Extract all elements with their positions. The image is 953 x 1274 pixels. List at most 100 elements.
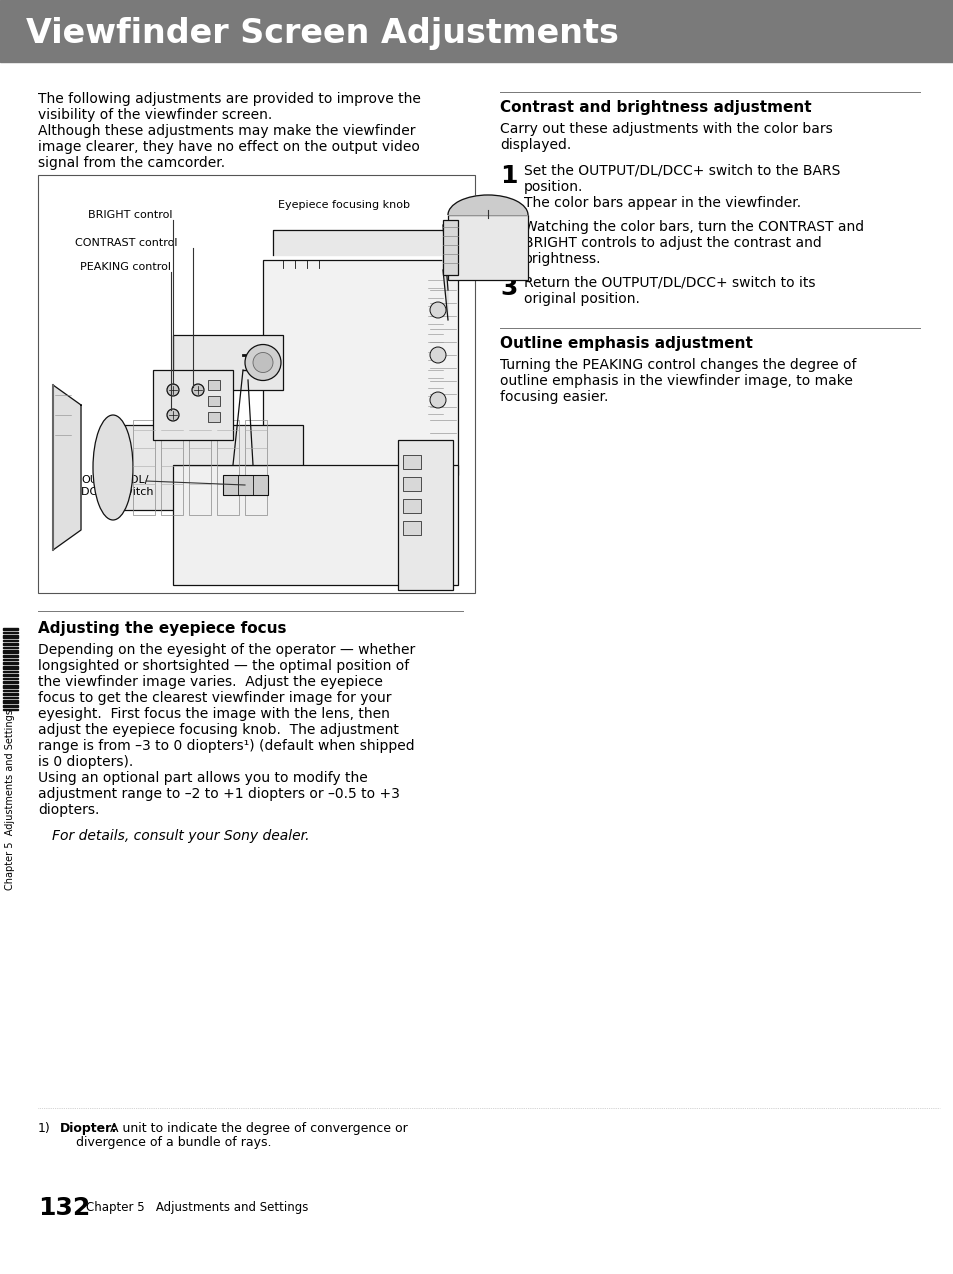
Text: Eyepiece focusing knob: Eyepiece focusing knob xyxy=(277,200,410,210)
Bar xyxy=(223,475,268,496)
Bar xyxy=(152,369,233,440)
Polygon shape xyxy=(3,685,18,688)
Text: Turning the PEAKING control changes the degree of: Turning the PEAKING control changes the … xyxy=(499,358,856,372)
Bar xyxy=(208,396,220,406)
Text: DCC+ switch: DCC+ switch xyxy=(81,487,153,497)
Ellipse shape xyxy=(92,415,132,520)
Text: visibility of the viewfinder screen.: visibility of the viewfinder screen. xyxy=(38,108,272,122)
Text: 1: 1 xyxy=(499,164,517,189)
Text: BRIGHT control: BRIGHT control xyxy=(88,210,172,220)
Text: Return the OUTPUT/DL/DCC+ switch to its: Return the OUTPUT/DL/DCC+ switch to its xyxy=(523,276,815,290)
Polygon shape xyxy=(442,225,448,320)
Polygon shape xyxy=(3,628,18,631)
Text: OUTPUT/DL/: OUTPUT/DL/ xyxy=(81,475,149,485)
Bar xyxy=(208,380,220,390)
Bar xyxy=(0,0,953,62)
Text: outline emphasis in the viewfinder image, to make: outline emphasis in the viewfinder image… xyxy=(499,375,852,389)
Polygon shape xyxy=(3,666,18,669)
Circle shape xyxy=(430,392,446,408)
Text: The color bars appear in the viewfinder.: The color bars appear in the viewfinder. xyxy=(523,196,801,210)
Text: BRIGHT controls to adjust the contrast and: BRIGHT controls to adjust the contrast a… xyxy=(523,236,821,250)
Text: range is from –3 to 0 diopters¹) (default when shipped: range is from –3 to 0 diopters¹) (defaul… xyxy=(38,739,415,753)
Polygon shape xyxy=(3,705,18,707)
Text: PEAKING control: PEAKING control xyxy=(80,262,171,273)
Text: focusing easier.: focusing easier. xyxy=(499,390,608,404)
Circle shape xyxy=(253,353,273,372)
Bar xyxy=(172,465,457,585)
Text: Depending on the eyesight of the operator — whether: Depending on the eyesight of the operato… xyxy=(38,643,415,657)
Polygon shape xyxy=(3,650,18,654)
Text: Adjusting the eyepiece focus: Adjusting the eyepiece focus xyxy=(38,620,286,636)
Polygon shape xyxy=(3,655,18,657)
Polygon shape xyxy=(3,643,18,645)
Bar xyxy=(112,426,303,510)
Text: Contrast and brightness adjustment: Contrast and brightness adjustment xyxy=(499,99,811,115)
Text: A unit to indicate the degree of convergence or: A unit to indicate the degree of converg… xyxy=(106,1122,407,1135)
Text: diopters.: diopters. xyxy=(38,803,99,817)
Bar xyxy=(402,476,420,490)
Bar xyxy=(245,420,267,515)
Circle shape xyxy=(167,409,179,420)
Text: is 0 diopters).: is 0 diopters). xyxy=(38,755,133,769)
Circle shape xyxy=(192,383,204,396)
Polygon shape xyxy=(3,693,18,696)
Bar xyxy=(402,499,420,513)
Circle shape xyxy=(430,302,446,318)
Text: Chapter 5  Adjustments and Settings: Chapter 5 Adjustments and Settings xyxy=(5,710,15,891)
Text: The following adjustments are provided to improve the: The following adjustments are provided t… xyxy=(38,92,420,106)
Text: adjust the eyepiece focusing knob.  The adjustment: adjust the eyepiece focusing knob. The a… xyxy=(38,724,398,736)
Bar xyxy=(402,455,420,469)
Bar xyxy=(448,215,527,280)
Text: Diopter:: Diopter: xyxy=(60,1122,117,1135)
Polygon shape xyxy=(243,355,263,369)
Bar xyxy=(397,440,453,590)
Bar xyxy=(402,521,420,535)
Polygon shape xyxy=(448,195,527,215)
Text: 132: 132 xyxy=(38,1196,91,1220)
Text: longsighted or shortsighted — the optimal position of: longsighted or shortsighted — the optima… xyxy=(38,659,409,673)
Bar xyxy=(161,420,183,515)
Text: Watching the color bars, turn the CONTRAST and: Watching the color bars, turn the CONTRA… xyxy=(523,220,863,234)
Text: original position.: original position. xyxy=(523,292,639,306)
Text: Chapter 5   Adjustments and Settings: Chapter 5 Adjustments and Settings xyxy=(86,1201,308,1214)
Text: 3: 3 xyxy=(499,276,517,299)
Text: Set the OUTPUT/DL/DCC+ switch to the BARS: Set the OUTPUT/DL/DCC+ switch to the BAR… xyxy=(523,164,840,178)
Text: divergence of a bundle of rays.: divergence of a bundle of rays. xyxy=(76,1136,272,1149)
Text: 2: 2 xyxy=(499,220,517,245)
Text: image clearer, they have no effect on the output video: image clearer, they have no effect on th… xyxy=(38,140,419,154)
Text: CONTRAST control: CONTRAST control xyxy=(75,238,177,248)
Text: For details, consult your Sony dealer.: For details, consult your Sony dealer. xyxy=(52,829,309,843)
Polygon shape xyxy=(3,699,18,703)
Bar xyxy=(132,420,154,515)
Circle shape xyxy=(245,344,281,381)
Bar xyxy=(442,220,457,275)
Bar xyxy=(172,335,283,390)
Text: signal from the camcorder.: signal from the camcorder. xyxy=(38,155,225,169)
Circle shape xyxy=(430,347,446,363)
Polygon shape xyxy=(53,385,81,550)
Text: the viewfinder image varies.  Adjust the eyepiece: the viewfinder image varies. Adjust the … xyxy=(38,675,382,689)
Polygon shape xyxy=(3,682,18,683)
Circle shape xyxy=(167,383,179,396)
Text: displayed.: displayed. xyxy=(499,138,571,152)
Bar xyxy=(263,260,457,475)
Text: brightness.: brightness. xyxy=(523,252,601,266)
Bar xyxy=(38,175,475,592)
Polygon shape xyxy=(3,674,18,676)
Polygon shape xyxy=(3,662,18,664)
Text: eyesight.  First focus the image with the lens, then: eyesight. First focus the image with the… xyxy=(38,707,390,721)
Text: Carry out these adjustments with the color bars: Carry out these adjustments with the col… xyxy=(499,122,832,136)
Polygon shape xyxy=(273,231,448,255)
Text: Outline emphasis adjustment: Outline emphasis adjustment xyxy=(499,336,752,352)
Text: focus to get the clearest viewfinder image for your: focus to get the clearest viewfinder ima… xyxy=(38,691,391,705)
Text: 1): 1) xyxy=(38,1122,51,1135)
Bar xyxy=(189,420,211,515)
Bar xyxy=(216,420,239,515)
Text: position.: position. xyxy=(523,180,583,194)
Text: Viewfinder Screen Adjustments: Viewfinder Screen Adjustments xyxy=(26,17,618,50)
Polygon shape xyxy=(3,634,18,638)
Bar xyxy=(208,412,220,422)
Text: Using an optional part allows you to modify the: Using an optional part allows you to mod… xyxy=(38,771,367,785)
Text: Although these adjustments may make the viewfinder: Although these adjustments may make the … xyxy=(38,124,416,138)
Text: adjustment range to –2 to +1 diopters or –0.5 to +3: adjustment range to –2 to +1 diopters or… xyxy=(38,787,399,801)
